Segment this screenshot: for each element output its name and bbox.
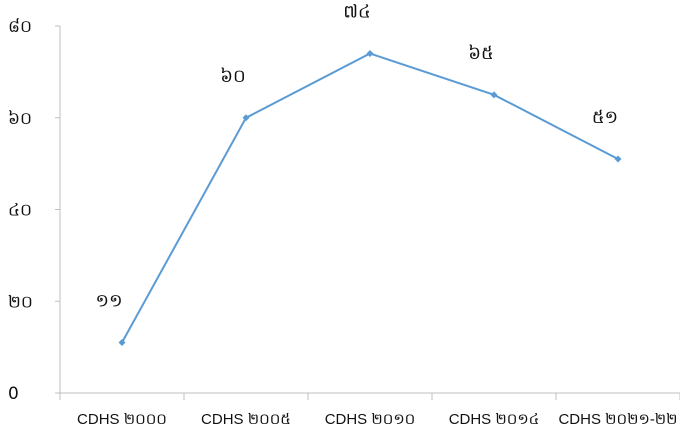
data-point [242, 114, 250, 122]
data-point [614, 155, 622, 163]
data-label: ៦៥ [468, 43, 494, 64]
y-tick-label: 0 [8, 384, 19, 404]
x-tick-label: CDHS ២០២១-២២ [558, 411, 677, 427]
data-label: ៥១ [592, 107, 618, 128]
data-point [118, 339, 126, 347]
y-tick-label: ៨០ [8, 17, 32, 37]
data-label: ៧៤ [343, 2, 371, 23]
y-tick-label: ២០ [8, 292, 33, 312]
data-label: ៦០ [220, 66, 246, 87]
x-tick-label: CDHS ២០០៥ [201, 411, 291, 427]
series-line [121, 52, 619, 343]
data-point [490, 91, 498, 99]
data-label: ១១ [95, 291, 122, 312]
x-tick-label: CDHS ២០១០ [325, 411, 416, 427]
x-axis: CDHS ២០០០ CDHS ២០០៥ CDHS ២០១០ CDHS ២០១៤ CDHS… [59, 392, 680, 427]
data-point [366, 50, 374, 58]
y-tick-label: ៤០ [8, 201, 32, 221]
series [118, 50, 622, 347]
x-tick-label: CDHS ២០១៤ [449, 411, 540, 427]
x-tick-label: CDHS ២០០០ [77, 411, 167, 427]
y-tick-label: ៦០ [8, 109, 32, 129]
y-axis: 0 ២០ ៤០ ៦០ ៨០ [8, 17, 61, 404]
